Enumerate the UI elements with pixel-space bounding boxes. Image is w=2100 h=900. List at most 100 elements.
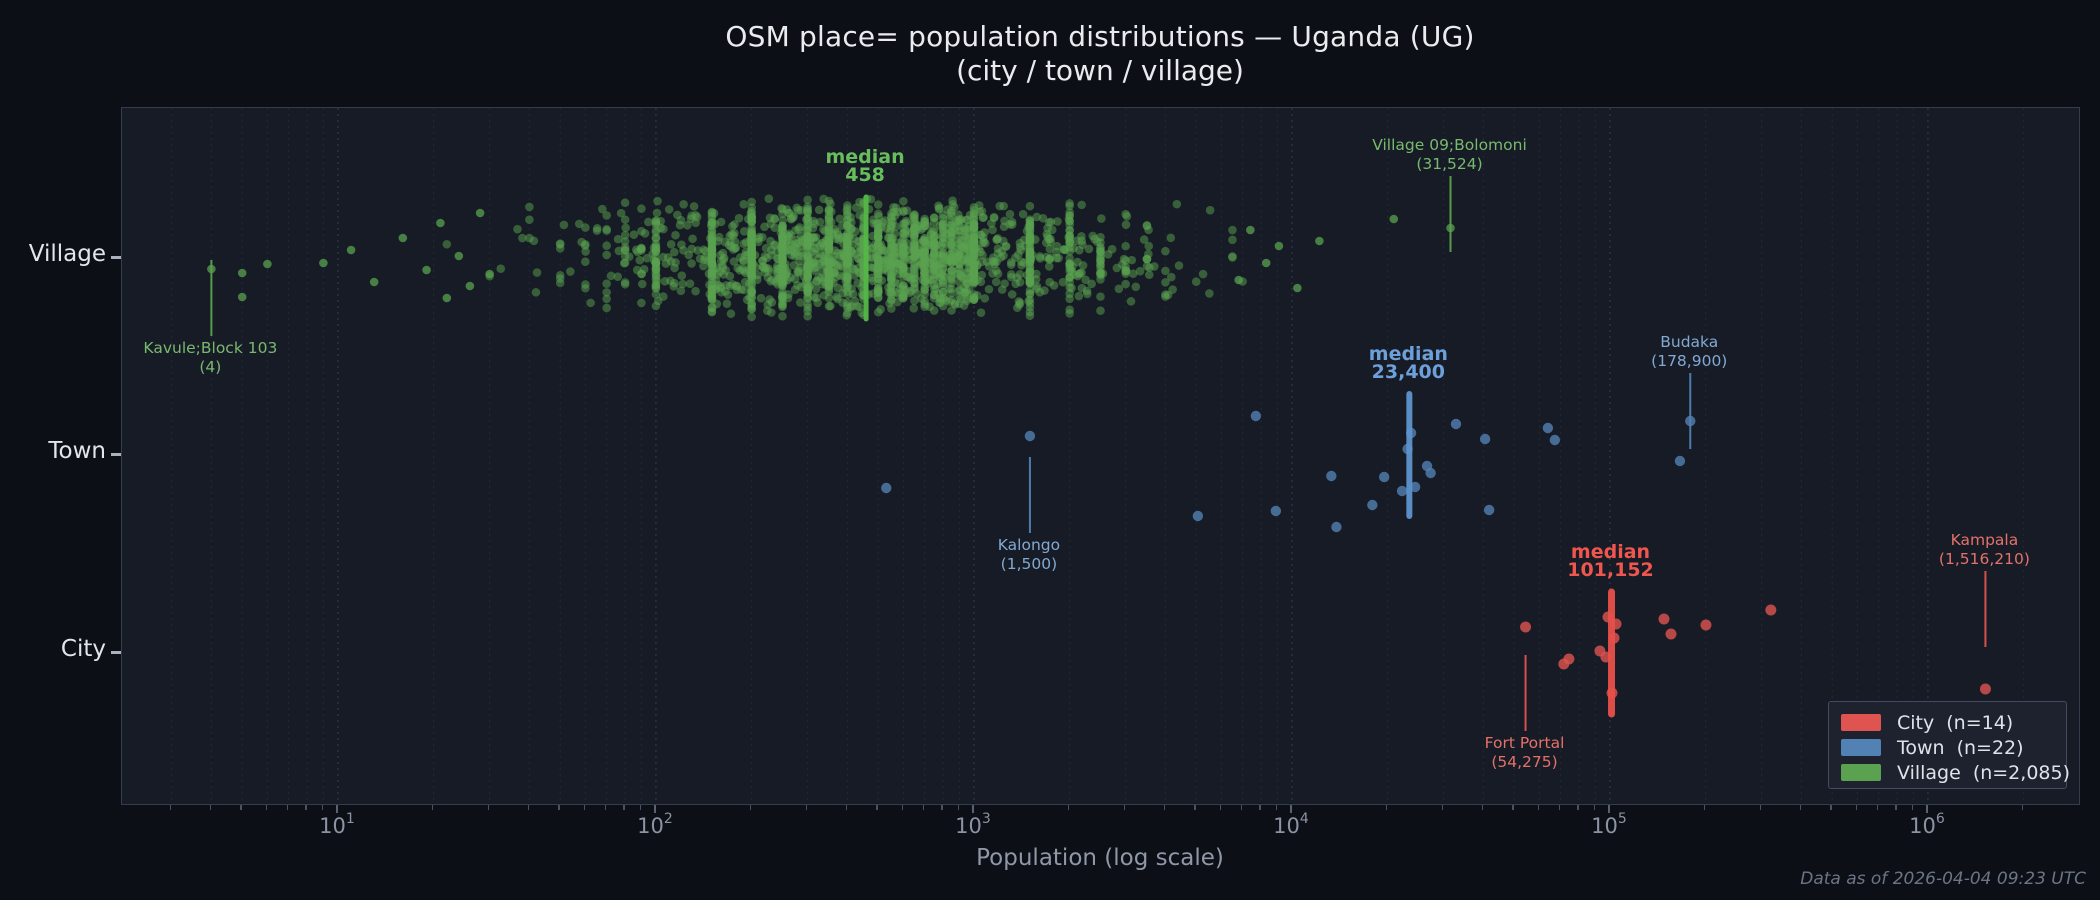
callout-label-city: Fort Portal (54,275) [1485,734,1565,771]
village-point [739,226,749,236]
village-point [1261,258,1271,268]
village-point [602,241,611,251]
village-point [1166,233,1176,243]
village-point [813,298,822,308]
village-point [726,309,736,319]
village-point [263,259,272,269]
village-point [1228,235,1237,245]
village-point [1052,253,1061,263]
town-point [1326,470,1337,482]
village-point [920,236,929,246]
village-point [743,214,753,224]
x-tick-minor [583,804,586,810]
village-point [574,219,584,229]
x-tick-minor [1537,804,1540,810]
village-point [1144,270,1154,280]
village-point [842,310,852,320]
village-point [915,249,925,259]
village-point [889,202,898,212]
village-point [780,246,790,256]
village-point [747,285,756,295]
village-point [496,264,506,274]
village-point [699,261,708,271]
village-point [673,210,682,220]
village-point [621,223,630,233]
village-point [1122,212,1132,221]
village-point [1005,209,1015,219]
village-point [803,252,812,262]
village-point [800,279,810,289]
village-point [930,262,940,271]
village-point [485,269,494,279]
village-point [620,215,630,224]
village-point [815,249,825,258]
village-point [887,281,896,290]
village-point [1139,235,1149,244]
village-point [671,230,680,240]
village-point [929,232,939,242]
village-point [739,200,749,209]
village-point [1084,244,1094,254]
x-tick-minor [527,804,530,810]
callout-place-name: Kavule;Block 103 [143,339,278,357]
village-point [843,242,852,252]
x-tick-minor [1577,804,1579,810]
village-point [766,245,776,255]
village-point [1121,279,1130,289]
village-point [1006,269,1016,279]
village-point [832,292,841,302]
village-point [938,280,948,290]
village-point [886,224,896,234]
callout-label-town: Kalongo (1,500) [998,536,1060,573]
village-point [714,232,724,242]
village-point [1121,241,1130,251]
village-point [786,272,795,282]
town-point [1396,485,1408,497]
village-point [1065,238,1074,248]
median-label-village: median 458 [825,146,905,184]
village-point [566,267,575,276]
village-point [955,250,964,260]
village-point [958,274,968,283]
village-point [658,252,668,262]
village-point [757,256,767,266]
village-point [1128,269,1138,279]
village-point [843,250,852,260]
village-point [790,251,799,261]
village-point [1035,252,1045,261]
callout-place-value: (1,500) [1000,554,1058,573]
town-point [1483,504,1495,516]
village-point [651,290,661,299]
village-point [677,240,686,250]
median-word: median [825,146,905,168]
village-point [938,264,948,274]
village-point [947,306,956,315]
village-point [920,256,929,265]
village-point [1293,283,1302,293]
village-point [843,267,852,276]
village-point [929,238,939,248]
village-point [465,281,475,291]
village-point [1121,220,1131,230]
village-point [819,291,829,300]
x-tick-major [654,804,656,813]
village-point [613,234,623,244]
village-point [982,257,992,267]
village-point [369,277,379,287]
village-point [843,274,852,284]
village-point [1131,282,1141,292]
village-point [1040,286,1049,295]
village-point [676,286,686,296]
x-tick-minor [321,804,324,810]
village-point [1161,246,1170,256]
village-point [878,256,888,265]
town-point [1549,434,1561,446]
x-tick-minor [1876,804,1879,810]
village-point [823,238,833,247]
village-point [778,239,787,248]
village-point [1077,200,1086,210]
legend-label-city: City [1897,711,1935,734]
village-point [969,277,979,287]
village-point [581,247,590,256]
village-point [1044,254,1054,264]
